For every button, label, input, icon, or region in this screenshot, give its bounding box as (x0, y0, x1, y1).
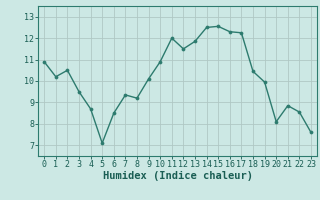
X-axis label: Humidex (Indice chaleur): Humidex (Indice chaleur) (103, 171, 252, 181)
